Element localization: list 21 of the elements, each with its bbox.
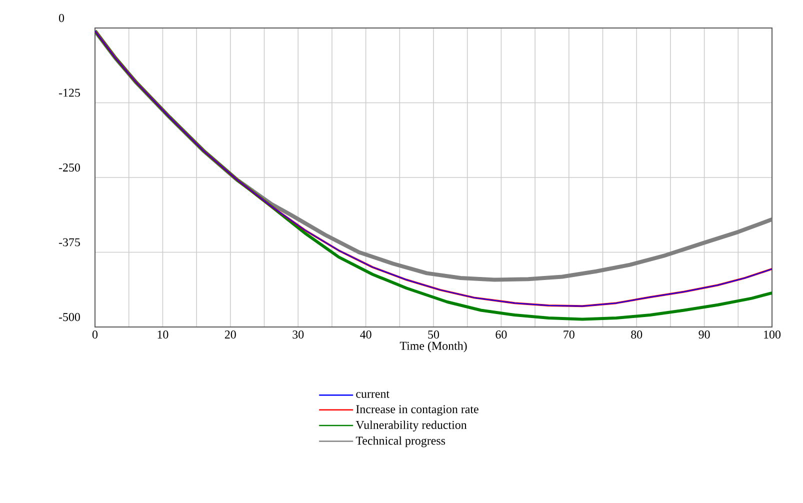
- x-tick-label: 100: [764, 330, 781, 339]
- legend-label: current: [356, 390, 390, 398]
- y-tick-label: -125: [58, 88, 80, 97]
- x-tick-label: 20: [224, 330, 236, 339]
- x-tick-label: 0: [92, 330, 98, 339]
- x-tick-label: 60: [496, 330, 507, 339]
- x-tick-label: 10: [158, 330, 168, 339]
- x-tick-label: 90: [698, 330, 710, 339]
- x-tick-label: 40: [360, 330, 372, 339]
- legend-label: Increase in contagion rate: [356, 405, 478, 416]
- y-tick-label: -500: [58, 313, 80, 322]
- x-tick-label: 30: [292, 330, 304, 339]
- x-tick-label: 80: [631, 330, 642, 339]
- y-tick-label: -375: [58, 238, 80, 246]
- x-axis-title: Time (Month): [400, 341, 467, 352]
- legend-label: Technical progress: [356, 436, 446, 448]
- x-tick-label: 70: [564, 330, 574, 339]
- legend-label: Vulnerability reduction: [356, 420, 467, 432]
- x-tick-label: 50: [428, 330, 440, 339]
- y-tick-label: -250: [58, 164, 80, 172]
- y-tick-label: 0: [58, 14, 64, 22]
